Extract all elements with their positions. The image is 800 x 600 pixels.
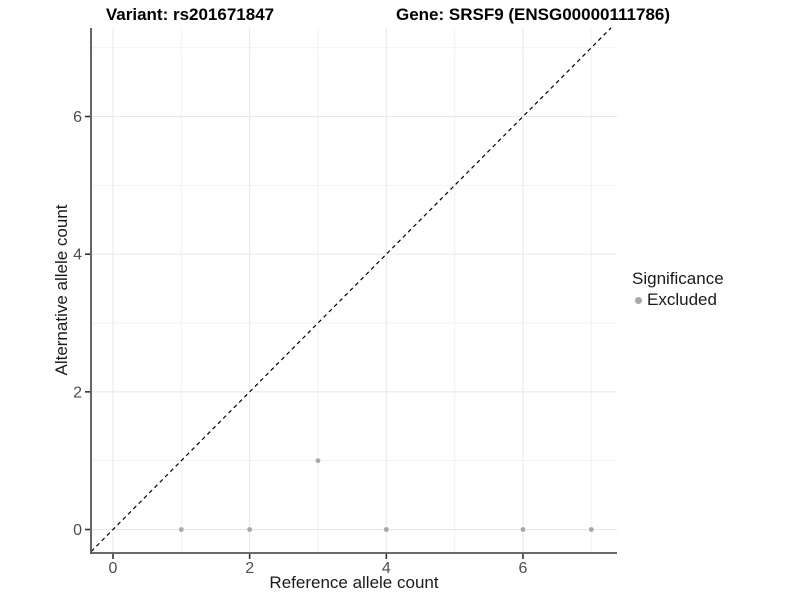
plot-title-variant: Variant: rs201671847 (105, 5, 275, 24)
data-point (588, 527, 594, 532)
y-tick-label: 0 (73, 522, 82, 539)
y-tick-label: 6 (73, 109, 82, 126)
data-point (315, 458, 321, 464)
y-axis-label: Alternative allele count (52, 204, 71, 376)
legend-entry-excluded: Excluded (632, 291, 724, 309)
x-tick-label: 2 (245, 560, 254, 577)
data-point (520, 527, 526, 532)
legend: Significance Excluded (632, 269, 724, 309)
y-tick-label: 4 (73, 247, 82, 264)
data-point (247, 527, 253, 532)
x-tick-label: 6 (519, 560, 528, 577)
identity-dashed-line (90, 27, 612, 552)
legend-point-icon (635, 296, 642, 304)
x-tick-label: 4 (382, 560, 391, 577)
x-tick-label: 0 (109, 560, 118, 577)
y-tick-label: 2 (73, 384, 82, 401)
plot-title-gene: Gene: SRSF9 (ENSG00000111786) (395, 5, 671, 24)
data-point (383, 527, 389, 532)
x-axis-label: Reference allele count (269, 573, 439, 592)
data-point (178, 527, 184, 532)
legend-entry-label: Excluded (647, 290, 717, 309)
legend-title: Significance (632, 269, 724, 288)
